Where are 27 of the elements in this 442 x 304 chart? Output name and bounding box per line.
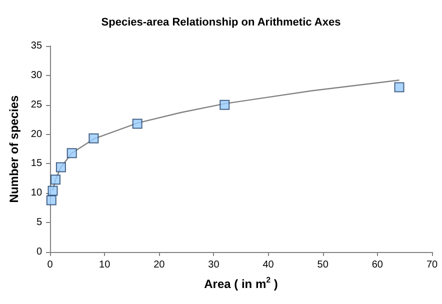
point (48, 186, 58, 196)
y-tick-label: 30 (30, 70, 42, 81)
chart-title: Species-area Relationship on Arithmetic Axes (101, 16, 341, 28)
y-tick-label: 10 (30, 188, 42, 199)
point (394, 82, 404, 92)
y-tick-label: 15 (30, 158, 42, 170)
x-tick-label: 60 (372, 260, 384, 270)
x-tick-label: 30 (208, 260, 220, 270)
point (46, 195, 56, 206)
point (220, 100, 230, 110)
x-tick-label: 40 (262, 260, 274, 270)
x-tick-label: 70 (426, 260, 438, 270)
y-tick-label: 25 (30, 99, 42, 110)
x-tick-label: 20 (154, 260, 166, 270)
x-tick-label: 0 (47, 260, 54, 270)
point (66, 148, 77, 158)
y-tick-label: 35 (30, 40, 42, 52)
y-tick-label: 20 (30, 128, 42, 140)
point (132, 118, 142, 129)
y-tick-label: 0 (36, 246, 42, 258)
x-tick-label: 10 (99, 260, 111, 270)
point (88, 133, 99, 144)
point (50, 174, 60, 185)
x-tick-label: 50 (317, 260, 329, 270)
y-axis-title: Number of species (7, 94, 21, 203)
y-tick-label: 5 (36, 217, 42, 228)
point (56, 162, 66, 172)
